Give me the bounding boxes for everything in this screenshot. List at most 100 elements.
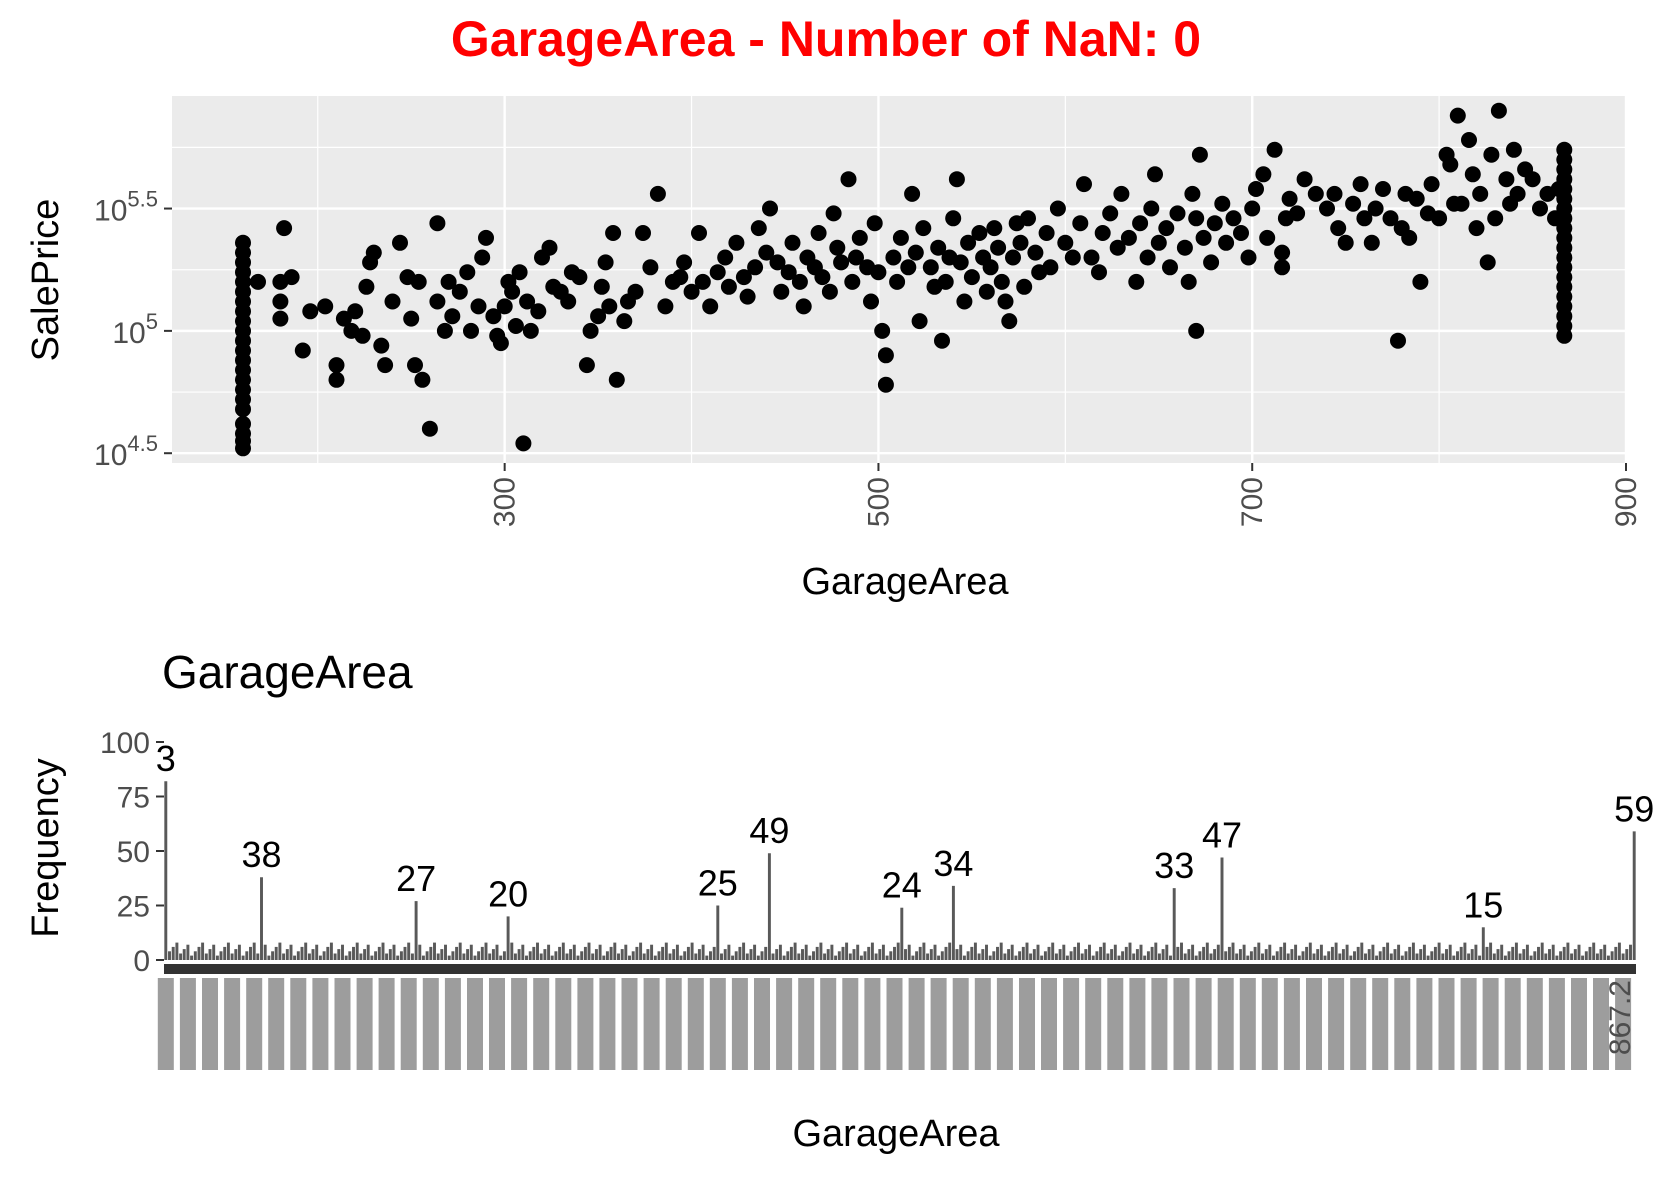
scatter-point (414, 371, 431, 388)
histogram-x-tick-band (164, 964, 1636, 974)
scatter-point (1188, 322, 1205, 339)
scatter-point (515, 435, 532, 452)
scatter-point (773, 283, 790, 300)
scatter-point (1274, 259, 1291, 276)
scatter-point (877, 376, 894, 393)
histogram-x-tick-label-mark (1460, 978, 1477, 1070)
histogram-bar-label: 24 (882, 865, 922, 906)
scatter-grid (172, 96, 1628, 463)
scatter-point (1016, 278, 1033, 295)
histogram-x-tick-label-mark (246, 978, 263, 1070)
scatter-point (1195, 229, 1212, 246)
scatter-point (283, 269, 300, 286)
scatter-point (354, 327, 371, 344)
scatter-point (791, 273, 808, 290)
scatter-point (747, 259, 764, 276)
main-title: GarageArea - Number of NaN: 0 (451, 11, 1201, 67)
scatter-point (302, 303, 319, 320)
scatter-point (1382, 210, 1399, 227)
scatter-point (709, 264, 726, 281)
histogram-x-ticks: 867.2 (157, 964, 1637, 1070)
histogram-x-tick-label-mark (444, 978, 461, 1070)
scatter-point (1206, 215, 1223, 232)
scatter-point (657, 298, 674, 315)
scatter-point (922, 259, 939, 276)
histogram-x-tick-label-mark (776, 978, 793, 1070)
scatter-point (459, 264, 476, 281)
scatter-point (1147, 166, 1163, 183)
scatter-point (978, 283, 995, 300)
histogram-x-tick-label-mark (1239, 978, 1256, 1070)
histogram-x-tick-label-mark (489, 978, 505, 1070)
scatter-point (541, 239, 558, 256)
histogram-x-tick-label-mark (1129, 978, 1146, 1070)
histogram-x-tick-label-mark (599, 978, 616, 1070)
scatter-point (1139, 249, 1156, 266)
scatter-point (1203, 254, 1220, 271)
histogram-x-tick-label-mark (820, 978, 837, 1070)
scatter-point (440, 273, 457, 290)
histogram-y-tick-label: 75 (117, 782, 150, 815)
histogram-x-tick-label-mark (643, 978, 660, 1070)
scatter-point (963, 269, 980, 286)
scatter-point (560, 293, 577, 310)
scatter-point (911, 313, 928, 330)
scatter-point (1363, 234, 1380, 251)
histogram-x-tick-label-mark (467, 978, 483, 1070)
scatter-point (492, 335, 509, 352)
scatter-point (1057, 234, 1074, 251)
scatter-point (1169, 205, 1186, 222)
scatter-point (1120, 229, 1137, 246)
scatter-point (851, 229, 868, 246)
scatter-y-tick-label: 105 (112, 309, 158, 350)
scatter-point (1109, 239, 1126, 256)
scatter-point (1401, 229, 1418, 246)
scatter-point (365, 244, 382, 261)
histogram-x-tick-label-mark (422, 978, 439, 1070)
scatter-point (810, 225, 827, 241)
scatter-point (889, 273, 906, 290)
scatter-point (429, 293, 446, 310)
histogram-x-axis-label: GarageArea (792, 1113, 1000, 1155)
scatter-x-tick-label: 500 (862, 477, 895, 527)
scatter-point (1356, 210, 1373, 227)
scatter-point (750, 220, 767, 237)
scatter-point (683, 283, 700, 300)
histogram-x-tick-label-mark (312, 978, 329, 1070)
scatter-point (1532, 200, 1548, 217)
scatter-point (335, 310, 352, 327)
scatter-point (235, 415, 251, 432)
scatter-point (1214, 195, 1231, 212)
scatter-point (1188, 210, 1205, 227)
histogram-x-tick-label-mark (268, 978, 285, 1070)
scatter-point (948, 171, 965, 188)
histogram-bar-label: 47 (1202, 815, 1242, 856)
scatter-point (1472, 185, 1489, 202)
histogram-x-tick-label-mark (1173, 978, 1190, 1070)
scatter-point (1352, 176, 1369, 193)
scatter-point (1408, 190, 1425, 207)
histogram-x-tick-label-mark (754, 978, 770, 1070)
scatter-point (795, 298, 812, 315)
scatter-point (1091, 264, 1107, 281)
scatter-y-axis-label: SalePrice (25, 199, 67, 362)
scatter-point (1498, 171, 1515, 188)
histogram-x-tick-label-mark (621, 978, 638, 1070)
scatter-point (848, 249, 864, 266)
histogram-x-tick-label-mark (864, 978, 881, 1070)
scatter-point (601, 298, 618, 315)
scatter-point (649, 185, 666, 202)
histogram-x-tick-label-mark (356, 978, 373, 1070)
scatter-point (1191, 146, 1208, 163)
histogram-x-tick-label-mark (511, 978, 528, 1070)
scatter-point (829, 239, 846, 256)
scatter-point (672, 269, 689, 286)
scatter-point (317, 298, 334, 315)
scatter-point (1289, 205, 1306, 222)
scatter-point (605, 225, 622, 241)
scatter-point (780, 264, 797, 281)
scatter-point (907, 244, 924, 261)
scatter-point (1240, 249, 1257, 266)
scatter-point (833, 254, 850, 271)
